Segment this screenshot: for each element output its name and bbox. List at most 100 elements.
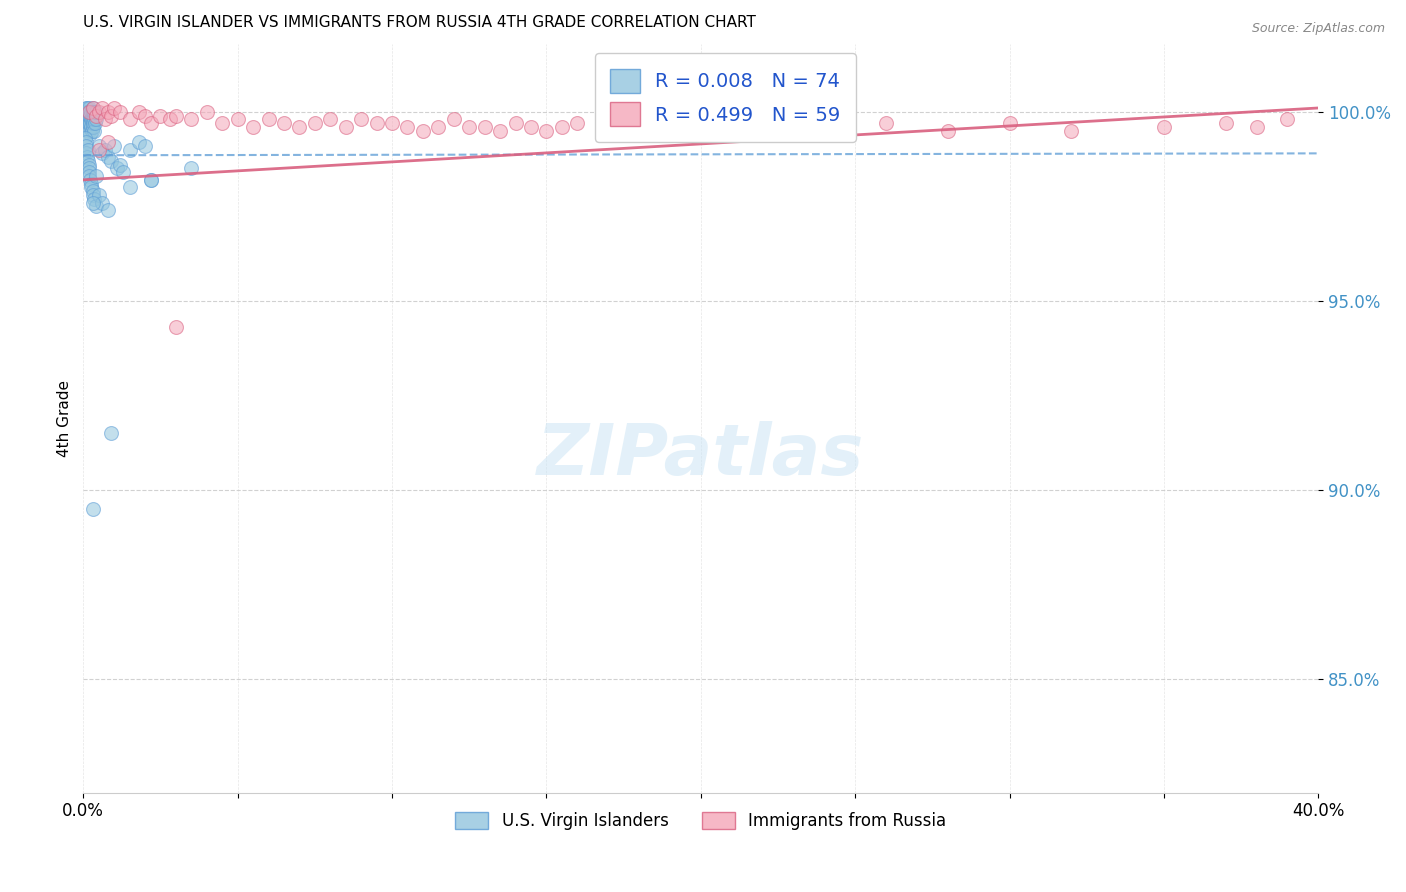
Point [82, 184, 104, 198]
Point [82, 101, 104, 115]
Point [103, 138, 125, 153]
Point [112, 165, 135, 179]
Point [73, 109, 96, 123]
Point [77, 104, 100, 119]
Point [84, 169, 107, 183]
Text: U.S. VIRGIN ISLANDER VS IMMIGRANTS FROM RUSSIA 4TH GRADE CORRELATION CHART: U.S. VIRGIN ISLANDER VS IMMIGRANTS FROM … [83, 15, 756, 30]
Point [82, 195, 104, 210]
Point [141, 173, 163, 187]
Point [77, 109, 100, 123]
Point [520, 120, 543, 134]
Point [80, 104, 103, 119]
Point [165, 320, 187, 334]
Point [335, 120, 357, 134]
Point [77, 158, 100, 172]
Point [79, 116, 101, 130]
Point [79, 123, 101, 137]
Point [141, 173, 163, 187]
Point [103, 101, 125, 115]
Point [813, 112, 835, 127]
Point [628, 112, 651, 127]
Point [87, 138, 110, 153]
Point [97, 150, 120, 164]
Point [80, 177, 103, 191]
Text: ZIPatlas: ZIPatlas [537, 421, 865, 490]
Point [134, 138, 156, 153]
Point [381, 116, 404, 130]
Point [90, 195, 112, 210]
Point [90, 101, 112, 115]
Point [79, 165, 101, 179]
Point [84, 116, 107, 130]
Point [97, 203, 120, 218]
Point [396, 120, 419, 134]
Point [141, 116, 163, 130]
Point [83, 112, 105, 127]
Point [751, 116, 773, 130]
Point [567, 116, 589, 130]
Point [75, 146, 97, 161]
Point [82, 112, 104, 127]
Point [304, 116, 326, 130]
Point [134, 109, 156, 123]
Point [82, 188, 104, 202]
Point [94, 112, 117, 127]
Point [79, 116, 101, 130]
Point [82, 502, 104, 516]
Point [76, 150, 98, 164]
Point [82, 116, 104, 130]
Point [118, 143, 141, 157]
Point [1246, 120, 1268, 134]
Point [1215, 116, 1237, 130]
Point [936, 123, 959, 137]
Point [412, 123, 434, 137]
Point [875, 116, 897, 130]
Point [75, 101, 97, 115]
Point [427, 120, 450, 134]
Point [77, 153, 100, 168]
Point [84, 199, 107, 213]
Point [82, 104, 104, 119]
Point [180, 161, 202, 176]
Point [658, 116, 681, 130]
Point [195, 104, 218, 119]
Point [84, 109, 107, 123]
Point [82, 101, 104, 115]
Point [118, 112, 141, 127]
Point [77, 161, 100, 176]
Point [82, 120, 104, 134]
Point [76, 101, 98, 115]
Point [489, 123, 512, 137]
Point [689, 120, 711, 134]
Point [598, 116, 620, 130]
Point [273, 116, 295, 130]
Point [79, 169, 101, 183]
Point [505, 116, 527, 130]
Point [77, 120, 100, 134]
Point [180, 112, 202, 127]
Point [79, 104, 101, 119]
Point [110, 104, 132, 119]
Point [319, 112, 342, 127]
Point [83, 192, 105, 206]
Point [79, 128, 101, 142]
Point [77, 116, 100, 130]
Point [75, 135, 97, 149]
Point [100, 153, 122, 168]
Point [110, 158, 132, 172]
Point [79, 173, 101, 187]
Point [128, 104, 150, 119]
Point [474, 120, 496, 134]
Point [998, 116, 1021, 130]
Point [257, 112, 280, 127]
Point [159, 112, 181, 127]
Point [80, 180, 103, 194]
Point [76, 112, 98, 127]
Point [73, 131, 96, 145]
Y-axis label: 4th Grade: 4th Grade [58, 380, 72, 457]
Point [551, 120, 574, 134]
Point [118, 180, 141, 194]
Point [97, 104, 120, 119]
Point [77, 143, 100, 157]
Point [75, 138, 97, 153]
